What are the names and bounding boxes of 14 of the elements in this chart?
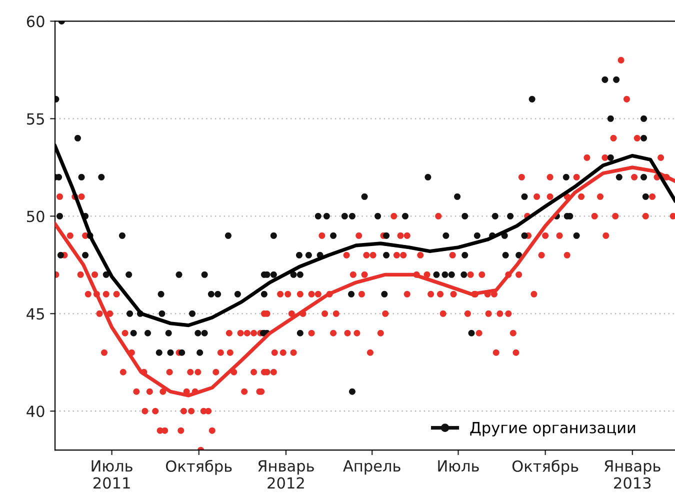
y-tick-label: 60 [26, 16, 44, 28]
y-tick-label: 55 [27, 113, 44, 125]
x-tick-label: Январь 2012 [258, 460, 314, 489]
x-tick-label: Октябрь [166, 460, 232, 475]
line-series [55, 166, 675, 398]
x-tick-label: Январь 2013 [604, 460, 660, 489]
legend-label: Другие организации [470, 422, 636, 436]
y-tick-label: 50 [27, 210, 44, 222]
y-tick-label: 40 [26, 406, 44, 418]
x-tick-label: Июль [438, 460, 479, 472]
x-tick-label: Апрель [343, 460, 400, 475]
y-tick-label: 45 [26, 308, 44, 320]
x-tick-label: Октябрь [512, 460, 578, 475]
x-tick-label: Июль 2011 [92, 460, 132, 489]
